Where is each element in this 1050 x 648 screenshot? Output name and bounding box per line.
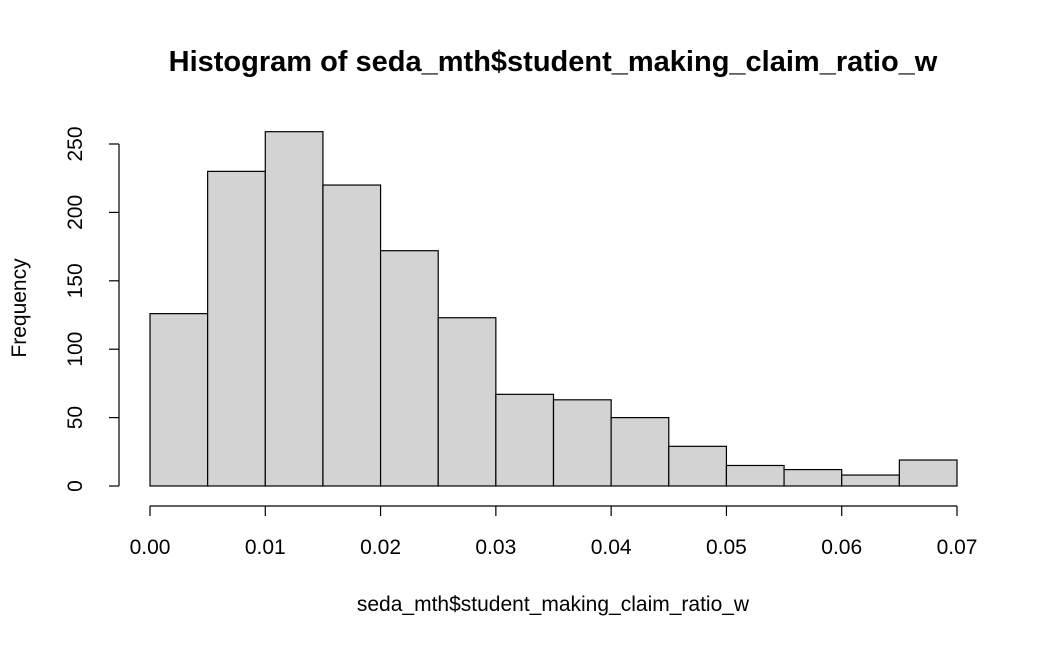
x-tick-label: 0.04	[591, 536, 632, 559]
x-tick-label: 0.05	[706, 536, 747, 559]
histogram-bar	[841, 474, 900, 487]
histogram-bar	[322, 184, 382, 487]
histogram-bar	[207, 170, 266, 487]
histogram-bar	[898, 459, 958, 487]
histogram-bar	[379, 250, 439, 487]
x-axis: 0.00 0.01 0.02 0.03 0.04 0.05 0.06 0.07	[130, 505, 978, 559]
y-tick-label: 250	[64, 126, 87, 161]
histogram-bar	[495, 393, 555, 487]
histogram-bar	[725, 464, 785, 487]
histogram-bar	[668, 445, 728, 487]
y-tick-label: 50	[64, 406, 87, 429]
x-tick-label: 0.00	[130, 536, 171, 559]
y-tick-label: 150	[64, 263, 87, 298]
histogram-bar	[783, 468, 843, 487]
chart-title: Histogram of seda_mth$student_making_cla…	[169, 46, 938, 78]
histogram-bar	[264, 131, 324, 487]
x-tick-label: 0.02	[360, 536, 401, 559]
x-tick-label: 0.03	[475, 536, 516, 559]
y-tick-label: 0	[64, 480, 87, 492]
histogram-bar	[437, 317, 497, 487]
y-axis-label: Frequency	[8, 258, 31, 358]
x-axis-label: seda_mth$student_making_claim_ratio_w	[357, 593, 750, 616]
y-axis: 0 50 100 150 200 250	[64, 126, 120, 492]
x-tick-label: 0.07	[937, 536, 978, 559]
histogram-bar	[149, 313, 209, 487]
histogram-bar	[552, 399, 612, 487]
x-tick-label: 0.06	[821, 536, 862, 559]
histogram-bar	[610, 417, 670, 487]
x-tick-label: 0.01	[245, 536, 286, 559]
y-tick-label: 100	[64, 332, 87, 367]
bars-group	[149, 131, 958, 487]
y-tick-label: 200	[64, 195, 87, 230]
